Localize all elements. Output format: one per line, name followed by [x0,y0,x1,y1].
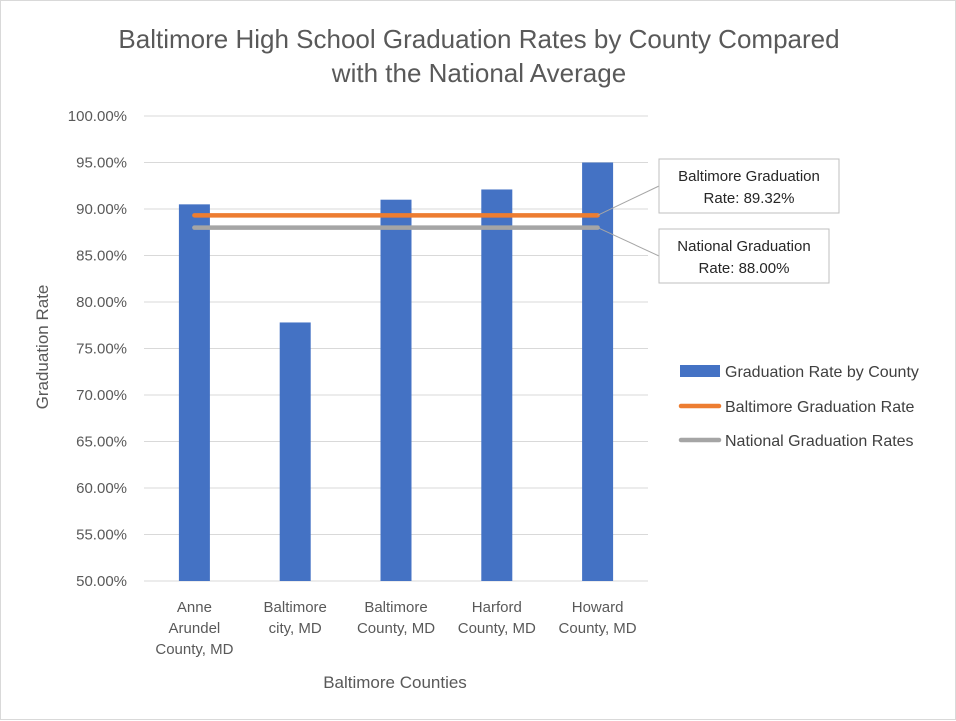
callout-box [658,228,830,284]
bar [279,322,311,581]
callout-leader [597,185,660,216]
bars [178,162,614,581]
callout-text: Baltimore Graduation [678,168,820,185]
x-tick-label: Arundel [169,620,221,637]
x-tick-label: County, MD [357,620,435,637]
legend-label: Graduation Rate by County [725,364,919,381]
legend: Graduation Rate by County Baltimore Gradu… [678,364,919,450]
callout-text: National Graduation [677,238,810,255]
x-tick-label: Howard [572,599,624,616]
chart-title-line-2: with the National Average [331,58,626,88]
callouts: Baltimore Graduation Rate: 89.32% National… [597,158,840,284]
legend-label: National Graduation Rates [725,433,914,450]
callout-text: Rate: 88.00% [699,260,790,277]
y-tick-label: 100.00% [68,108,127,125]
x-tick-label: Harford [472,599,522,616]
bar [380,199,412,581]
y-tick-label: 65.00% [76,434,127,451]
y-tick-label: 85.00% [76,248,127,265]
chart-title-line-1: Baltimore High School Graduation Rates b… [118,24,839,54]
y-axis-title: Graduation Rate [33,285,52,410]
x-axis-title: Baltimore Counties [323,673,467,692]
reference-lines [192,213,600,230]
x-tick-label: County, MD [155,641,233,658]
x-tick-label: County, MD [458,620,536,637]
y-tick-label: 70.00% [76,387,127,404]
y-tick-label: 75.00% [76,341,127,358]
x-tick-label: County, MD [559,620,637,637]
y-axis-ticks: 100.00% 95.00% 90.00% 85.00% 80.00% 75.00% 70.… [68,108,127,590]
bar [582,162,614,581]
y-tick-label: 95.00% [76,155,127,172]
x-tick-label: Baltimore [264,599,327,616]
legend-label: Baltimore Graduation Rate [725,399,915,416]
y-tick-label: 60.00% [76,480,127,497]
x-axis-ticks: Anne Arundel County, MD Baltimore city, MD Ba… [155,599,636,658]
x-tick-label: city, MD [269,620,322,637]
x-tick-label: Baltimore [364,599,427,616]
callout-box [658,158,840,214]
y-tick-label: 50.00% [76,573,127,590]
y-tick-label: 55.00% [76,527,127,544]
callout-leader [597,227,660,257]
y-tick-label: 80.00% [76,294,127,311]
bar [481,189,513,581]
bar [178,204,210,581]
x-tick-label: Anne [177,599,212,616]
legend-swatch [680,365,720,377]
callout-text: Rate: 89.32% [704,190,795,207]
y-tick-label: 90.00% [76,201,127,218]
